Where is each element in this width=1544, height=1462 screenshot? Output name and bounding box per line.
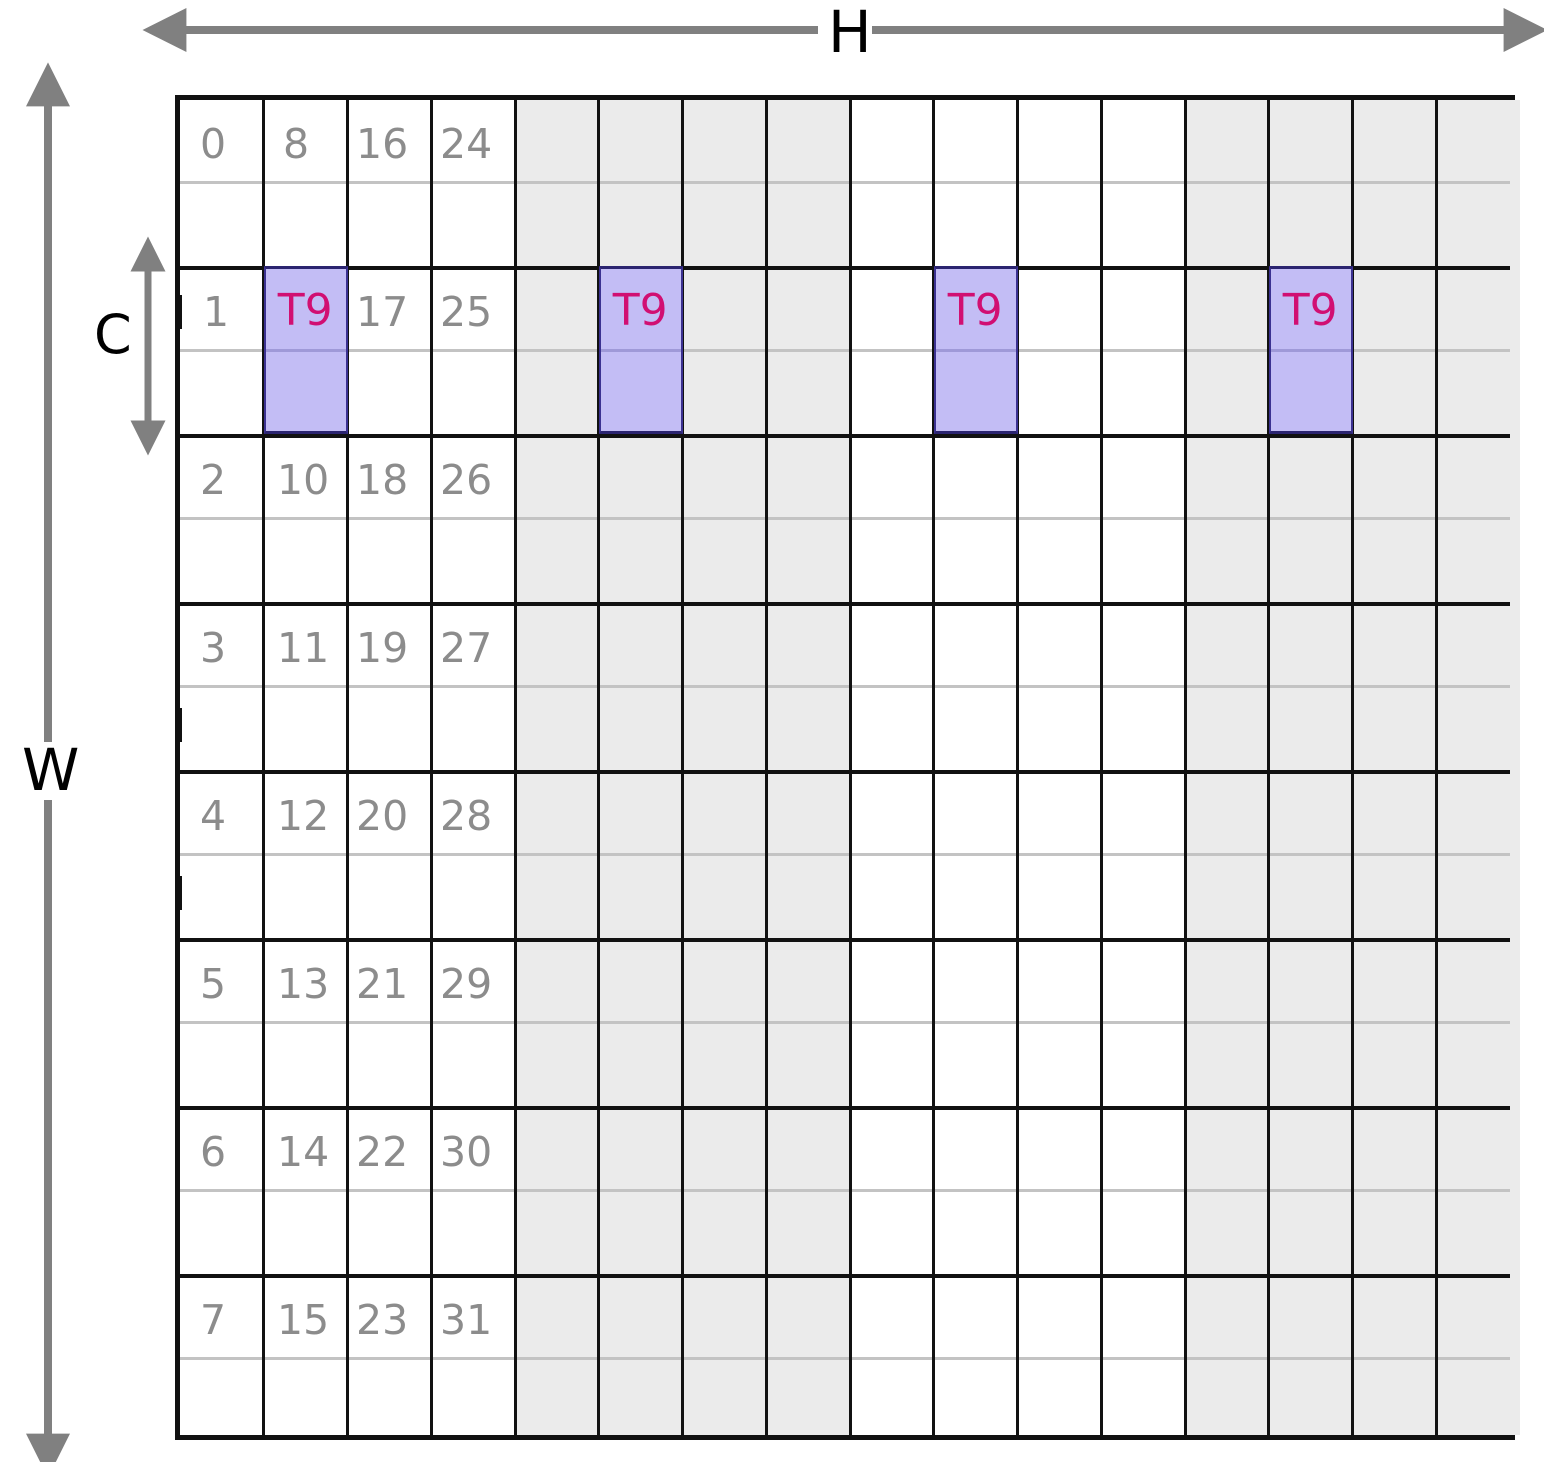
subrow-divider <box>180 349 1510 352</box>
cell-number: 4 <box>200 792 227 840</box>
row-divider <box>180 938 1510 942</box>
highlight-label: T9 <box>277 285 333 336</box>
cell-number: 17 <box>356 288 409 336</box>
column-divider <box>597 100 601 1435</box>
cell-number: 0 <box>200 120 227 168</box>
column-divider <box>346 100 349 1435</box>
subrow-divider <box>180 181 1510 184</box>
cell-number: 22 <box>356 1128 409 1176</box>
grid-column-4 <box>515 100 599 1435</box>
cell-number: 19 <box>356 624 409 672</box>
cell-number: 26 <box>440 456 493 504</box>
highlight-cell-t9[interactable]: T9 <box>263 266 348 434</box>
cell-number: 23 <box>356 1296 409 1344</box>
row-divider <box>180 266 1510 270</box>
cell-number: 24 <box>440 120 493 168</box>
grid-column-10 <box>1017 100 1102 1435</box>
grid-column-6 <box>682 100 767 1435</box>
grid-column-0 <box>180 100 264 1435</box>
cell-number: 3 <box>200 624 227 672</box>
cell-number: 20 <box>356 792 409 840</box>
subrow-divider <box>180 685 1510 688</box>
row-divider <box>180 770 1510 774</box>
grid-column-12 <box>1185 100 1269 1435</box>
grid-column-7 <box>766 100 850 1435</box>
highlight-subrow-divider <box>1270 349 1351 352</box>
subrow-divider <box>180 517 1510 520</box>
subrow-divider <box>180 1357 1510 1360</box>
row-divider <box>180 1106 1510 1110</box>
highlight-cell-t9[interactable]: T9 <box>598 266 683 434</box>
subrow-divider <box>180 1189 1510 1192</box>
h-dimension-label: H <box>828 0 872 66</box>
highlight-subrow-divider <box>935 349 1016 352</box>
column-divider <box>1099 100 1103 1435</box>
subrow-divider <box>180 853 1510 856</box>
left-edge-tick <box>175 708 182 742</box>
cell-number: 21 <box>356 960 409 1008</box>
cell-number: 12 <box>277 792 330 840</box>
left-edge-tick <box>175 295 182 329</box>
column-divider <box>764 100 768 1435</box>
cell-number: 18 <box>356 456 409 504</box>
subrow-divider <box>180 1021 1510 1024</box>
cell-number: 27 <box>440 624 493 672</box>
grid-column-14 <box>1352 100 1437 1435</box>
column-divider <box>1016 100 1019 1435</box>
highlight-subrow-divider <box>600 349 681 352</box>
cell-number: 16 <box>356 120 409 168</box>
grid-column-11 <box>1101 100 1185 1435</box>
column-divider <box>932 100 936 1435</box>
cell-number: 28 <box>440 792 493 840</box>
cell-number: 14 <box>277 1128 330 1176</box>
cell-number: 13 <box>277 960 330 1008</box>
grid-column-3 <box>431 100 515 1435</box>
cell-number: 7 <box>200 1296 227 1344</box>
column-divider <box>1351 100 1354 1435</box>
cell-number: 30 <box>440 1128 493 1176</box>
cell-number: 5 <box>200 960 227 1008</box>
feature-map-grid: 0 8 16 24 1 17 25 2 10 18 26 3 11 19 27 … <box>175 95 1520 1440</box>
highlight-label: T9 <box>612 285 668 336</box>
column-divider <box>1267 100 1271 1435</box>
grid-column-8 <box>850 100 934 1435</box>
column-divider <box>1183 100 1187 1435</box>
column-divider <box>262 100 266 1435</box>
highlight-cell-t9[interactable]: T9 <box>1268 266 1353 434</box>
cell-number: 1 <box>203 288 230 336</box>
column-divider <box>848 100 852 1435</box>
grid-column-15 <box>1436 100 1520 1435</box>
column-divider <box>513 100 517 1435</box>
left-edge-tick <box>175 876 182 910</box>
row-divider <box>180 602 1510 606</box>
highlight-label: T9 <box>1282 285 1338 336</box>
highlight-subrow-divider <box>265 349 346 352</box>
column-divider <box>429 100 433 1435</box>
column-divider <box>681 100 684 1435</box>
cell-number: 15 <box>277 1296 330 1344</box>
grid-column-2 <box>347 100 432 1435</box>
row-divider <box>180 1274 1510 1278</box>
cell-number: 6 <box>200 1128 227 1176</box>
cell-number: 2 <box>200 456 227 504</box>
cell-number: 31 <box>440 1296 493 1344</box>
c-dimension-label: C <box>94 303 132 366</box>
highlight-label: T9 <box>947 285 1003 336</box>
highlight-cell-t9[interactable]: T9 <box>933 266 1018 434</box>
w-dimension-label: W <box>22 736 80 804</box>
cell-number: 11 <box>277 624 330 672</box>
cell-number: 29 <box>440 960 493 1008</box>
row-divider <box>180 434 1510 438</box>
column-divider <box>1434 100 1438 1435</box>
cell-number: 8 <box>283 120 310 168</box>
cell-number: 25 <box>440 288 493 336</box>
cell-number: 10 <box>277 456 330 504</box>
